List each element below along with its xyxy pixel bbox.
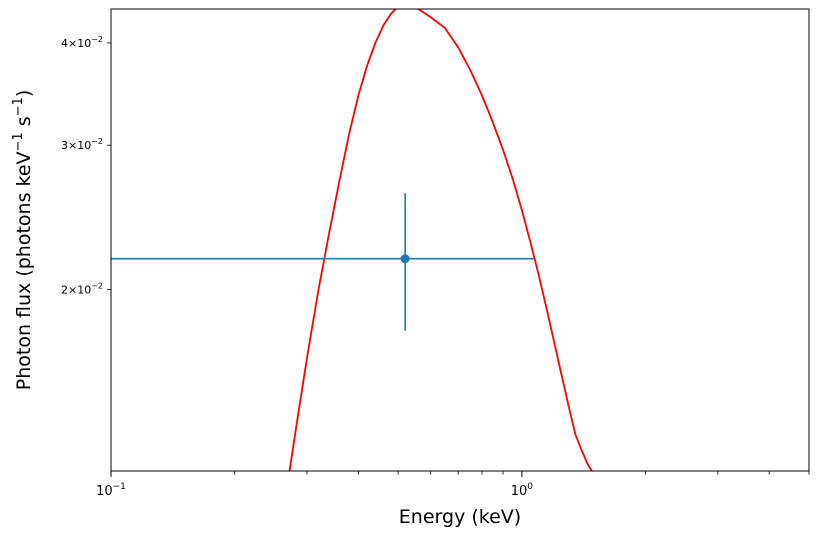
y-tick-label: 2×10−2: [61, 281, 103, 296]
y-axis-label-end: ): [13, 90, 35, 97]
y-axis-label-main: Photon flux (photons keV: [13, 151, 35, 390]
y-axis-label-mid: s: [13, 116, 35, 132]
plot-area: [111, 9, 593, 471]
plot-frame: [110, 8, 810, 472]
y-tick-label: 3×10−2: [61, 137, 103, 152]
x-tick-label: 10−1: [96, 482, 126, 499]
data-point: [400, 254, 410, 264]
ticks: 10−1 100 2×10−2 3×10−2 4×10−2: [61, 35, 810, 499]
x-axis-label: Energy (keV): [399, 506, 521, 528]
y-axis-label-exp1: −1: [11, 132, 26, 151]
model-curve: [288, 9, 593, 471]
y-tick-label: 4×10−2: [61, 35, 103, 50]
x-tick-label: 100: [511, 482, 534, 499]
y-axis-label: Photon flux (photons keV−1 s−1): [11, 90, 35, 391]
y-axis-label-exp2: −1: [11, 97, 26, 116]
